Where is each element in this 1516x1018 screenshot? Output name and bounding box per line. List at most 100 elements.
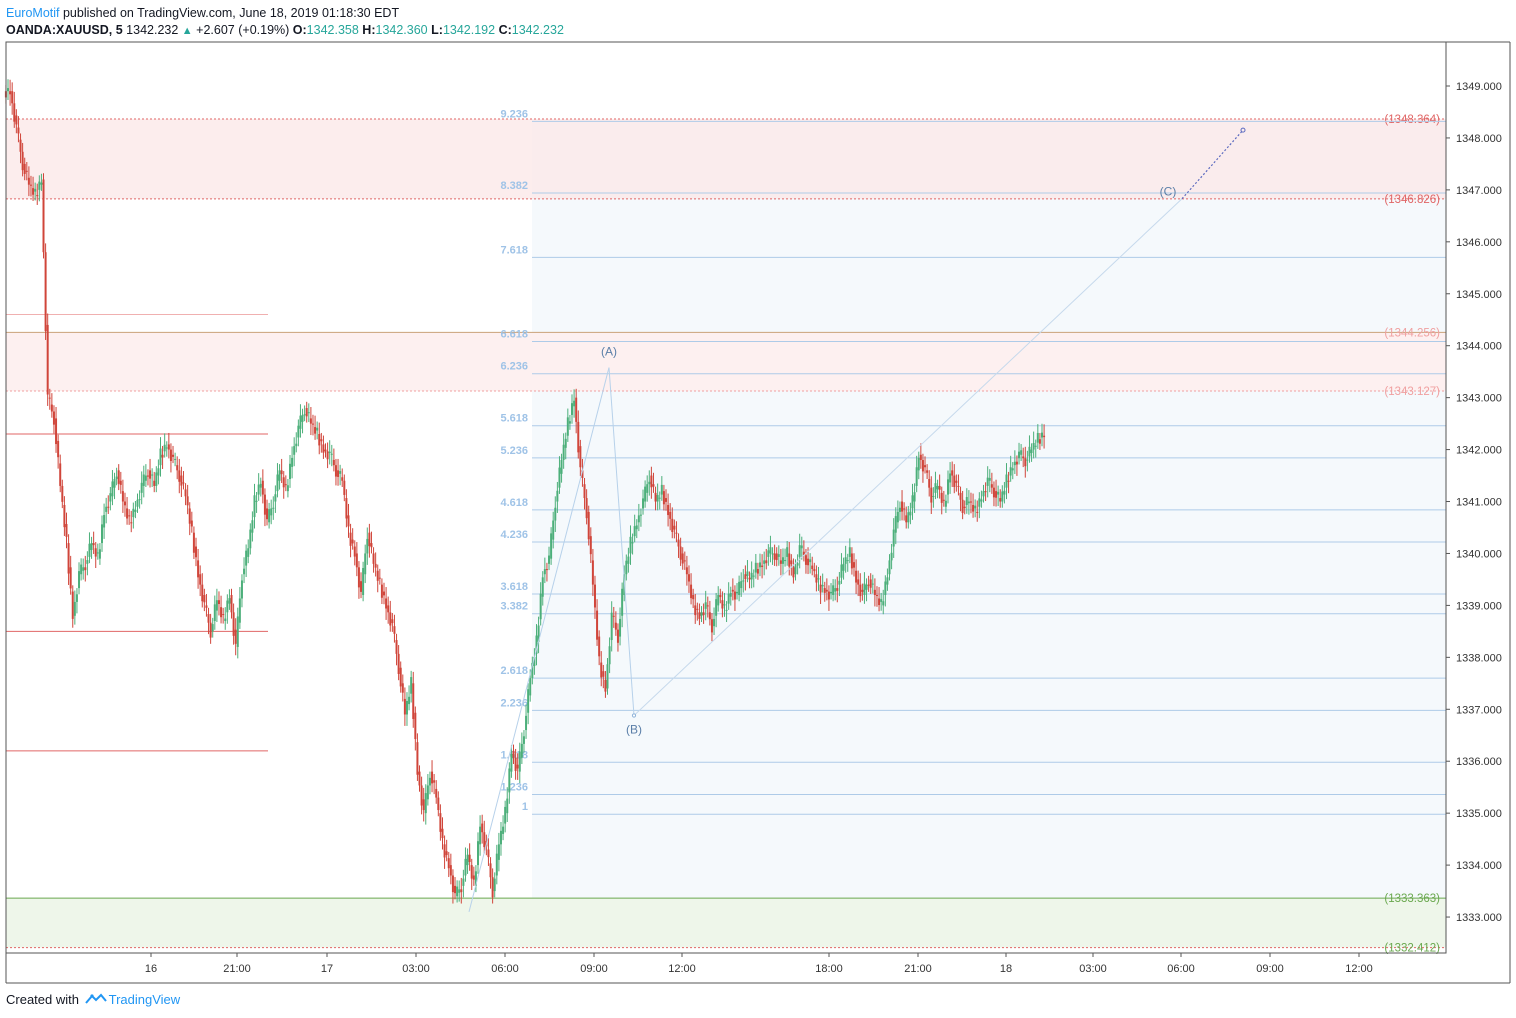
candle-body <box>853 562 855 568</box>
candle-body <box>378 577 381 579</box>
candle-body <box>934 483 937 493</box>
candle-body <box>955 480 958 483</box>
candle-body <box>953 475 956 487</box>
candle-body <box>625 560 628 575</box>
candle-body <box>681 553 684 564</box>
candle-body <box>1003 490 1006 495</box>
price-axis[interactable]: 1333.000 1334.000 1335.000 1336.000 1337.000… <box>1446 81 1502 924</box>
candle-body <box>330 453 333 455</box>
zone-price-label: (1332.412) <box>1384 943 1440 955</box>
candle-body <box>408 696 411 705</box>
candle-body <box>997 491 1000 495</box>
candle-body <box>249 529 252 549</box>
candle-body <box>405 700 408 715</box>
y-tick-label: 1340.000 <box>1456 548 1502 560</box>
up-arrow-icon: ▲ <box>181 25 193 37</box>
candle-body <box>15 115 18 125</box>
candle-body <box>433 780 436 783</box>
candle-body <box>888 560 891 575</box>
candle-body <box>729 592 732 597</box>
candle-body <box>980 499 983 502</box>
candle-body <box>305 408 308 417</box>
candle-body <box>324 449 327 452</box>
candle-body <box>126 508 129 519</box>
candle-body <box>871 583 874 585</box>
candle-body <box>334 465 337 477</box>
candle-body <box>441 828 444 839</box>
candle-body <box>677 539 680 547</box>
candle-body <box>675 532 678 534</box>
candle-body <box>462 878 465 886</box>
candle-body <box>243 568 246 575</box>
candle-body <box>213 604 216 621</box>
candle-body <box>40 182 43 185</box>
x-tick-label: 03:00 <box>402 963 430 975</box>
candle-body <box>909 511 912 516</box>
candle-body <box>585 498 588 519</box>
candle-body <box>272 507 275 509</box>
candle-body <box>754 562 757 573</box>
candle-body <box>969 501 972 503</box>
candle-body <box>117 470 120 484</box>
candle-body <box>397 653 400 674</box>
candle-body <box>247 548 250 557</box>
candle-body <box>650 475 653 488</box>
candle-body <box>809 559 812 563</box>
candle-body <box>1043 435 1046 438</box>
x-tick-label: 06:00 <box>491 963 519 975</box>
candle-body <box>552 520 555 540</box>
candle-body <box>915 467 918 486</box>
candle-body <box>742 580 745 582</box>
low-value: 1342.192 <box>442 23 496 37</box>
candle-body <box>698 612 701 619</box>
candle-body <box>804 555 807 565</box>
candle-body <box>1032 443 1035 450</box>
candle-body <box>149 470 152 479</box>
time-axis[interactable]: 16 21:00 17 03:00 06:00 09:00 12:00 18:00 21:00 1… <box>145 953 1373 975</box>
tradingview-logo-icon[interactable] <box>84 992 107 1010</box>
fib-extension-layer: 11.2361.6182.2362.6183.3823.6184.2364.61… <box>500 108 1446 815</box>
y-tick-label: 1339.000 <box>1456 600 1502 612</box>
candle-body <box>932 495 935 497</box>
candle-body <box>510 753 513 772</box>
candle-body <box>1015 461 1018 465</box>
candle-body <box>844 557 847 564</box>
candle-body <box>48 397 51 399</box>
candle-body <box>153 480 156 486</box>
candle-body <box>401 683 404 693</box>
candle-body <box>443 844 446 858</box>
candle-body <box>284 484 287 486</box>
candle-body <box>345 498 348 519</box>
candle-body <box>610 612 613 641</box>
candle-body <box>892 529 895 547</box>
candle-body <box>422 799 425 811</box>
candle-body <box>416 742 419 775</box>
x-tick-label: 21:00 <box>904 963 932 975</box>
candle-body <box>224 618 227 621</box>
candle-body <box>990 484 993 488</box>
candle-body <box>301 414 304 422</box>
candle-body <box>903 508 906 510</box>
candle-body <box>146 475 149 477</box>
candle-body <box>671 518 674 532</box>
candle-body <box>696 608 699 610</box>
candle-body <box>491 877 494 898</box>
candle-body <box>454 885 457 894</box>
candle-body <box>412 683 415 719</box>
candle-body <box>289 463 291 480</box>
candle-body <box>184 489 187 497</box>
high-value: 1342.360 <box>375 23 428 37</box>
candle-body <box>1024 458 1027 467</box>
author-name[interactable]: EuroMotif <box>6 6 60 20</box>
candle-body <box>1028 446 1031 457</box>
tradingview-brand[interactable]: TradingView <box>108 992 181 1007</box>
candle-body <box>84 567 87 571</box>
candle-body <box>439 813 442 832</box>
candle-body <box>420 785 423 806</box>
candle-body <box>568 421 571 424</box>
x-tick-label: 17 <box>321 963 333 975</box>
candle-body <box>1026 459 1029 461</box>
candle-body <box>165 447 168 449</box>
candle-body <box>113 479 116 488</box>
